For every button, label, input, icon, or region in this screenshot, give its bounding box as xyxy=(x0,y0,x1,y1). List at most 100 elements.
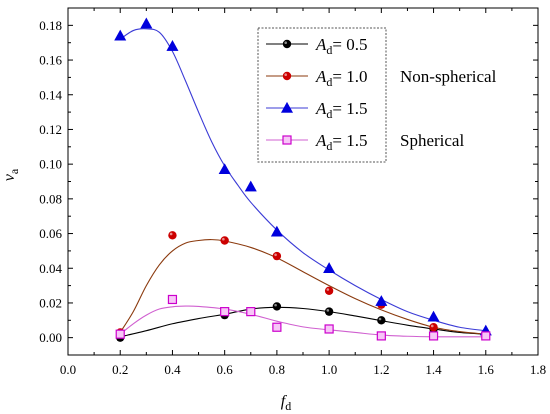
series-4-point xyxy=(324,324,334,334)
legend-entry-2: Ad= 1.0 xyxy=(266,67,367,89)
y-axis-title-sub: a xyxy=(7,168,21,174)
legend-label: Ad= 0.5 xyxy=(315,35,367,57)
series-2-point xyxy=(324,286,334,296)
legend-label-var: A xyxy=(315,35,327,54)
series-4-point xyxy=(428,331,439,341)
y-tick-label: 0.18 xyxy=(39,18,62,33)
x-tick-label: 0.2 xyxy=(112,362,128,377)
y-tick-label: 0.12 xyxy=(39,122,62,137)
legend-marker-dot xyxy=(282,71,292,81)
series-2-line xyxy=(119,239,486,335)
legend-label-value: = 1.5 xyxy=(332,99,367,118)
series-2-point xyxy=(168,231,177,240)
legend-label-sub: d xyxy=(326,139,332,153)
legend-label-var: A xyxy=(315,99,327,118)
x-axis-title-main: f xyxy=(281,393,288,410)
legend-label: Ad= 1.5 xyxy=(315,99,367,121)
series-3-point xyxy=(427,310,440,322)
series-3-point xyxy=(140,17,153,29)
series-2-point-dot xyxy=(324,286,334,296)
series-4-point xyxy=(167,294,178,305)
x-tick-label: 1.0 xyxy=(321,362,337,377)
x-tick-label: 1.4 xyxy=(425,362,442,377)
legend-label: Ad= 1.5 xyxy=(315,131,367,153)
legend-label-value: = 1.0 xyxy=(332,67,367,86)
series-3-point xyxy=(375,295,388,306)
y-tick-label: 0.08 xyxy=(39,191,62,206)
series-3-point xyxy=(166,40,179,51)
x-tick-label: 0.0 xyxy=(60,362,76,377)
x-tick-label: 1.2 xyxy=(373,362,389,377)
series-1-point-highlight xyxy=(326,309,330,312)
legend-marker-dot xyxy=(282,39,292,49)
series-4-point xyxy=(220,307,230,317)
series-3-point xyxy=(218,163,231,175)
y-tick-label: 0.02 xyxy=(39,295,62,310)
series-1-point-dot xyxy=(377,316,386,325)
legend-label-sub: d xyxy=(326,75,332,89)
x-tick-label: 1.6 xyxy=(478,362,495,377)
series-1-point-highlight xyxy=(378,317,382,321)
series-4-point xyxy=(376,331,386,341)
y-tick-label: 0.14 xyxy=(39,87,62,102)
series-2-point-dot xyxy=(272,251,282,261)
series-2-point xyxy=(272,251,282,261)
legend-group-label: Non-spherical xyxy=(400,67,497,86)
y-tick-label: 0.00 xyxy=(39,330,62,345)
series-2-point-dot xyxy=(220,236,229,245)
legend-label-value: = 0.5 xyxy=(332,35,367,54)
series-1-point xyxy=(377,316,386,325)
x-tick-label: 0.8 xyxy=(269,362,285,377)
legend-label-var: A xyxy=(315,67,327,86)
x-tick-label: 0.6 xyxy=(217,362,234,377)
x-tick-label: 0.4 xyxy=(164,362,181,377)
series-2-point-highlight xyxy=(169,232,173,236)
series-3-point xyxy=(270,225,283,237)
series-4-point xyxy=(272,322,282,332)
series-1-point-dot xyxy=(272,302,282,311)
series-2-point-highlight xyxy=(274,253,277,257)
series-2-point-highlight xyxy=(326,288,330,291)
series-2-point-dot xyxy=(168,231,177,240)
series-1-point xyxy=(324,307,334,316)
series-1-point xyxy=(272,302,282,311)
y-axis-title: va xyxy=(1,168,21,181)
x-axis: 0.0 0.2 0.4 0.6 0.8 1.0 1.2 1.4 1.6 1.8 xyxy=(60,8,546,377)
series-layer xyxy=(114,17,492,342)
legend-marker-highlight xyxy=(284,41,288,44)
legend-label-var: A xyxy=(315,131,327,150)
legend-label-value: = 1.5 xyxy=(332,131,367,150)
y-axis: 0.00 0.02 0.04 0.06 0.08 0.10 0.12 0.14 0.16 0.18 xyxy=(39,18,538,356)
legend-entry-1: Ad= 0.5 xyxy=(266,35,367,57)
y-tick-label: 0.06 xyxy=(39,226,62,241)
series-3-point xyxy=(323,262,336,273)
legend-entry-3: Ad= 1.5 xyxy=(266,99,367,121)
x-axis-title-sub: d xyxy=(285,399,291,413)
legend-label: Ad= 1.0 xyxy=(315,67,367,89)
legend-label-sub: d xyxy=(326,43,332,57)
series-3-point xyxy=(114,29,127,41)
series-4-point xyxy=(246,307,256,317)
y-tick-label: 0.10 xyxy=(39,157,62,172)
legend-group-label: Spherical xyxy=(400,131,464,150)
series-1-line xyxy=(120,306,486,338)
series-2-point-dot xyxy=(429,323,438,332)
series-2-point xyxy=(220,236,229,245)
y-tick-label: 0.16 xyxy=(39,53,62,68)
legend-marker-highlight xyxy=(284,73,288,76)
series-4-line xyxy=(119,305,486,338)
series-1-point-dot xyxy=(324,307,334,316)
series-4-point xyxy=(481,331,491,341)
legend-marker xyxy=(280,101,294,113)
x-axis-title: fd xyxy=(281,393,291,413)
legend-label-sub: d xyxy=(326,107,332,121)
series-3-line xyxy=(119,28,486,332)
series-4 xyxy=(115,294,491,341)
series-3-point xyxy=(244,180,257,192)
series-2-point xyxy=(429,323,438,332)
series-4-point xyxy=(115,329,125,339)
x-tick-label: 1.8 xyxy=(530,362,546,377)
y-axis-title-main: v xyxy=(1,173,18,181)
